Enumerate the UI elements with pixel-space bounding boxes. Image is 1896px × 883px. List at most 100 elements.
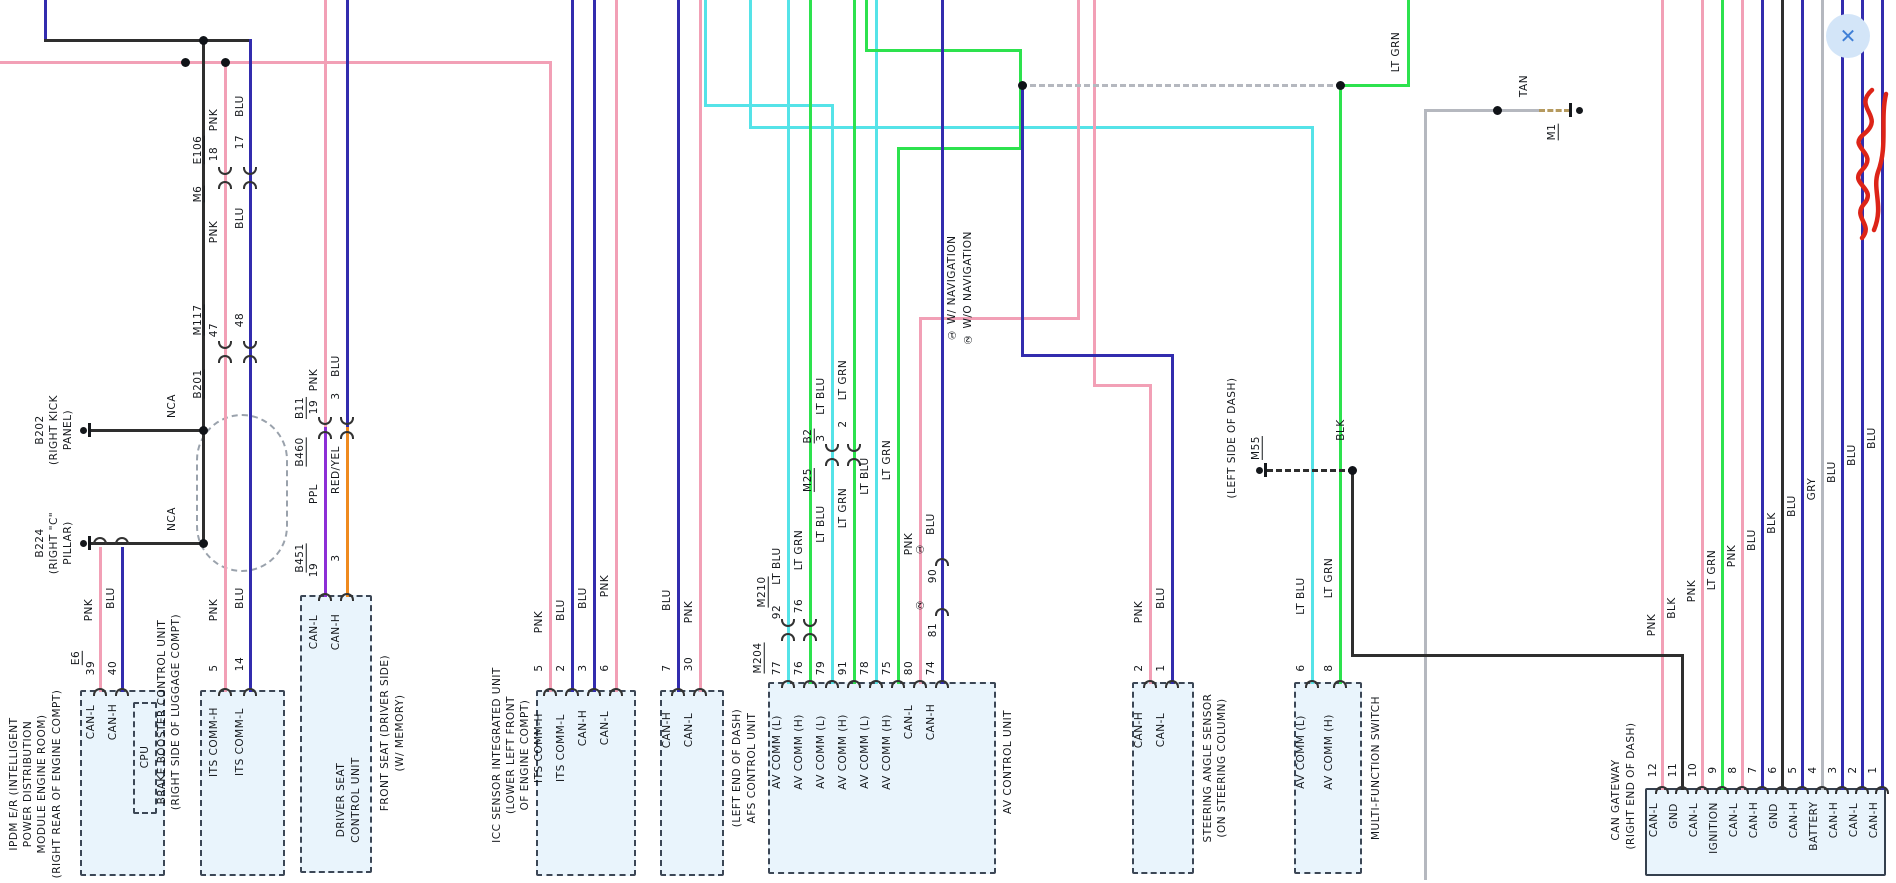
wire-blu: [1800, 0, 1804, 790]
junction-dot: [198, 35, 208, 45]
wire-gry: [1423, 108, 1427, 880]
pin-number: 5: [1786, 766, 1799, 774]
component-label: (ON STEERING COLUMN): [1215, 698, 1228, 838]
pin-number: 48: [233, 312, 246, 328]
component-label: AV COMM (H): [792, 714, 805, 790]
component-label: PILLAR): [61, 521, 74, 565]
component-label: ICC SENSOR INTEGRATED UNIT: [490, 667, 503, 843]
pin-number: 7: [660, 664, 673, 672]
connector-label: M117: [191, 304, 204, 336]
pin-number: 2: [836, 420, 849, 428]
close-button[interactable]: ✕: [1826, 14, 1870, 58]
component-label: CAN-L: [1154, 712, 1167, 748]
wire-color-label: PNK: [1645, 613, 1658, 637]
wire-pnk: [1092, 0, 1096, 387]
pin-terminal-arch: [847, 680, 861, 688]
inline-connector-symbol: [218, 355, 232, 363]
wire-blk: [1680, 653, 1684, 790]
wire-color-label: BLU: [233, 587, 246, 609]
component-label: B224: [33, 528, 46, 558]
wire-lt-blu: [1310, 125, 1314, 684]
wire-color-label: LT BLU: [858, 457, 871, 495]
wire-color-label: PNK: [207, 108, 220, 132]
steering-angle-sensor-box: [1132, 682, 1194, 874]
cpu-box: [133, 702, 157, 814]
wire-lt-grn: [896, 146, 900, 684]
pin-terminal-arch: [825, 680, 839, 688]
inline-connector-symbol: [825, 458, 839, 466]
wire-blu: [345, 0, 349, 430]
pin-terminal-arch: [1305, 680, 1319, 688]
component-label: MULTI-FUNCTION SWITCH: [1369, 696, 1382, 840]
pin-terminal-arch: [243, 688, 257, 696]
pin-number: 2: [554, 664, 567, 672]
wire-pnk: [1092, 383, 1152, 387]
pin-number: 40: [106, 660, 119, 676]
pin-terminal-arch: [115, 688, 129, 696]
wire-pnk: [1148, 383, 1152, 684]
pin-number: 47: [207, 322, 220, 338]
wire-pnk: [323, 0, 327, 430]
wire-color-label: PNK: [598, 574, 611, 598]
connector-label: M25: [801, 468, 814, 492]
pin-number: 39: [84, 660, 97, 676]
connector-label: B11: [293, 396, 306, 420]
pin-number: 2: [1846, 766, 1859, 774]
junction-dot: [1347, 465, 1357, 475]
component-label: CAN-L: [902, 704, 915, 740]
wire-color-label: BLU: [576, 587, 589, 609]
pin-terminal-arch: [587, 688, 601, 696]
wire-color-label: PPL: [307, 483, 320, 505]
wire-blk: [1350, 653, 1684, 657]
wire-pnk: [698, 0, 702, 692]
annotation-stroke: [1855, 87, 1875, 241]
inline-connector-symbol: [218, 181, 232, 189]
component-label: CAN-H: [329, 613, 342, 651]
wire-color-label: LT GRN: [880, 439, 893, 481]
wire-color-label: LT BLU: [1294, 577, 1307, 615]
wire-color-label: BLU: [660, 589, 673, 611]
pin-number: 14: [233, 656, 246, 672]
inline-connector-symbol: [847, 458, 861, 466]
component-label: AV COMM (L): [814, 715, 827, 789]
ipdm-er-box: [80, 690, 165, 876]
wire-pnk: [1740, 0, 1744, 790]
inline-connector-symbol: [825, 444, 839, 452]
pin-terminal-arch: [1795, 786, 1809, 794]
component-label: CAN-L: [682, 712, 695, 748]
inline-connector-symbol: [781, 633, 795, 641]
wire-pnk: [223, 60, 227, 692]
wire-lt-grn: [864, 0, 868, 52]
pin-number: 30: [682, 656, 695, 672]
terminal-bar: [1264, 463, 1267, 477]
pin-number: 10: [1686, 762, 1699, 778]
inline-connector-symbol: [243, 167, 257, 175]
wire-blk: [1780, 0, 1784, 790]
wire-color-label: BLU: [1785, 495, 1798, 517]
terminal-dot: [1256, 466, 1263, 474]
wire-color-label: PNK: [307, 368, 320, 392]
wire-blu: [248, 38, 252, 692]
wire-tan: [1538, 108, 1570, 112]
pin-terminal-arch: [1835, 786, 1849, 794]
pin-number: 5: [532, 664, 545, 672]
connector-label: B201: [191, 369, 204, 399]
wire-continuation-symbol: [935, 608, 949, 616]
wire-color-label: BLU: [554, 599, 567, 621]
variant-note: ② W/O NAVIGATION: [961, 231, 974, 345]
connector-label: E106: [191, 135, 204, 165]
terminal-bar: [88, 423, 91, 437]
wire-gry: [1423, 108, 1542, 112]
connector-label: B451: [293, 543, 306, 573]
wire-color-label: PNK: [532, 610, 545, 634]
component-label: AV CONTROL UNIT: [1001, 709, 1014, 815]
wire-lt-grn: [1018, 48, 1022, 150]
wire-color-label: LT BLU: [770, 547, 783, 585]
wire-gry: [1820, 0, 1824, 790]
close-icon: ✕: [1839, 24, 1857, 48]
pin-terminal-arch: [565, 688, 579, 696]
wire-color-label: LT BLU: [814, 377, 827, 415]
inline-connector-symbol: [340, 431, 354, 439]
wire-color-label: BLU: [924, 513, 937, 535]
component-label: B202: [33, 415, 46, 445]
